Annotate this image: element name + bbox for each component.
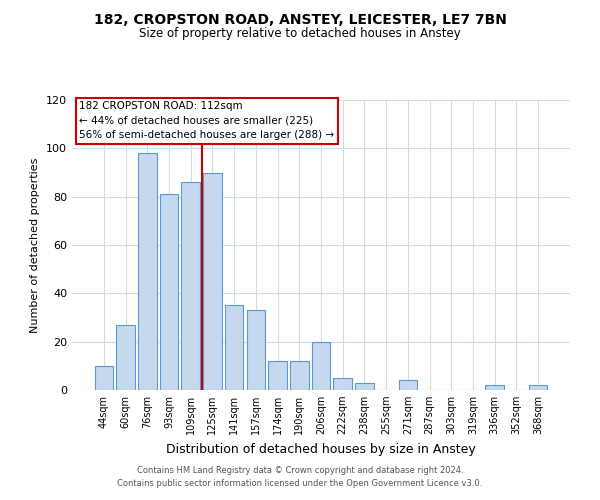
Bar (355, 383, 374, 390)
Bar (247, 310, 265, 390)
Text: 182 CROPSTON ROAD: 112sqm
← 44% of detached houses are smaller (225)
56% of semi: 182 CROPSTON ROAD: 112sqm ← 44% of detac… (79, 102, 335, 140)
Y-axis label: Number of detached properties: Number of detached properties (31, 158, 40, 332)
Text: Size of property relative to detached houses in Anstey: Size of property relative to detached ho… (139, 28, 461, 40)
Bar (116, 325, 135, 390)
Bar (312, 342, 330, 390)
Text: 182, CROPSTON ROAD, ANSTEY, LEICESTER, LE7 7BN: 182, CROPSTON ROAD, ANSTEY, LEICESTER, L… (94, 12, 506, 26)
Bar (334, 378, 352, 390)
Bar (95, 366, 113, 390)
Bar (529, 385, 547, 390)
Bar (203, 172, 221, 390)
Bar (160, 194, 178, 390)
Bar (138, 153, 157, 390)
Text: Contains HM Land Registry data © Crown copyright and database right 2024.
Contai: Contains HM Land Registry data © Crown c… (118, 466, 482, 487)
Bar (290, 361, 308, 390)
Bar (268, 361, 287, 390)
Bar (225, 306, 244, 390)
Bar (398, 380, 417, 390)
Bar (181, 182, 200, 390)
Bar (485, 385, 504, 390)
X-axis label: Distribution of detached houses by size in Anstey: Distribution of detached houses by size … (166, 442, 476, 456)
